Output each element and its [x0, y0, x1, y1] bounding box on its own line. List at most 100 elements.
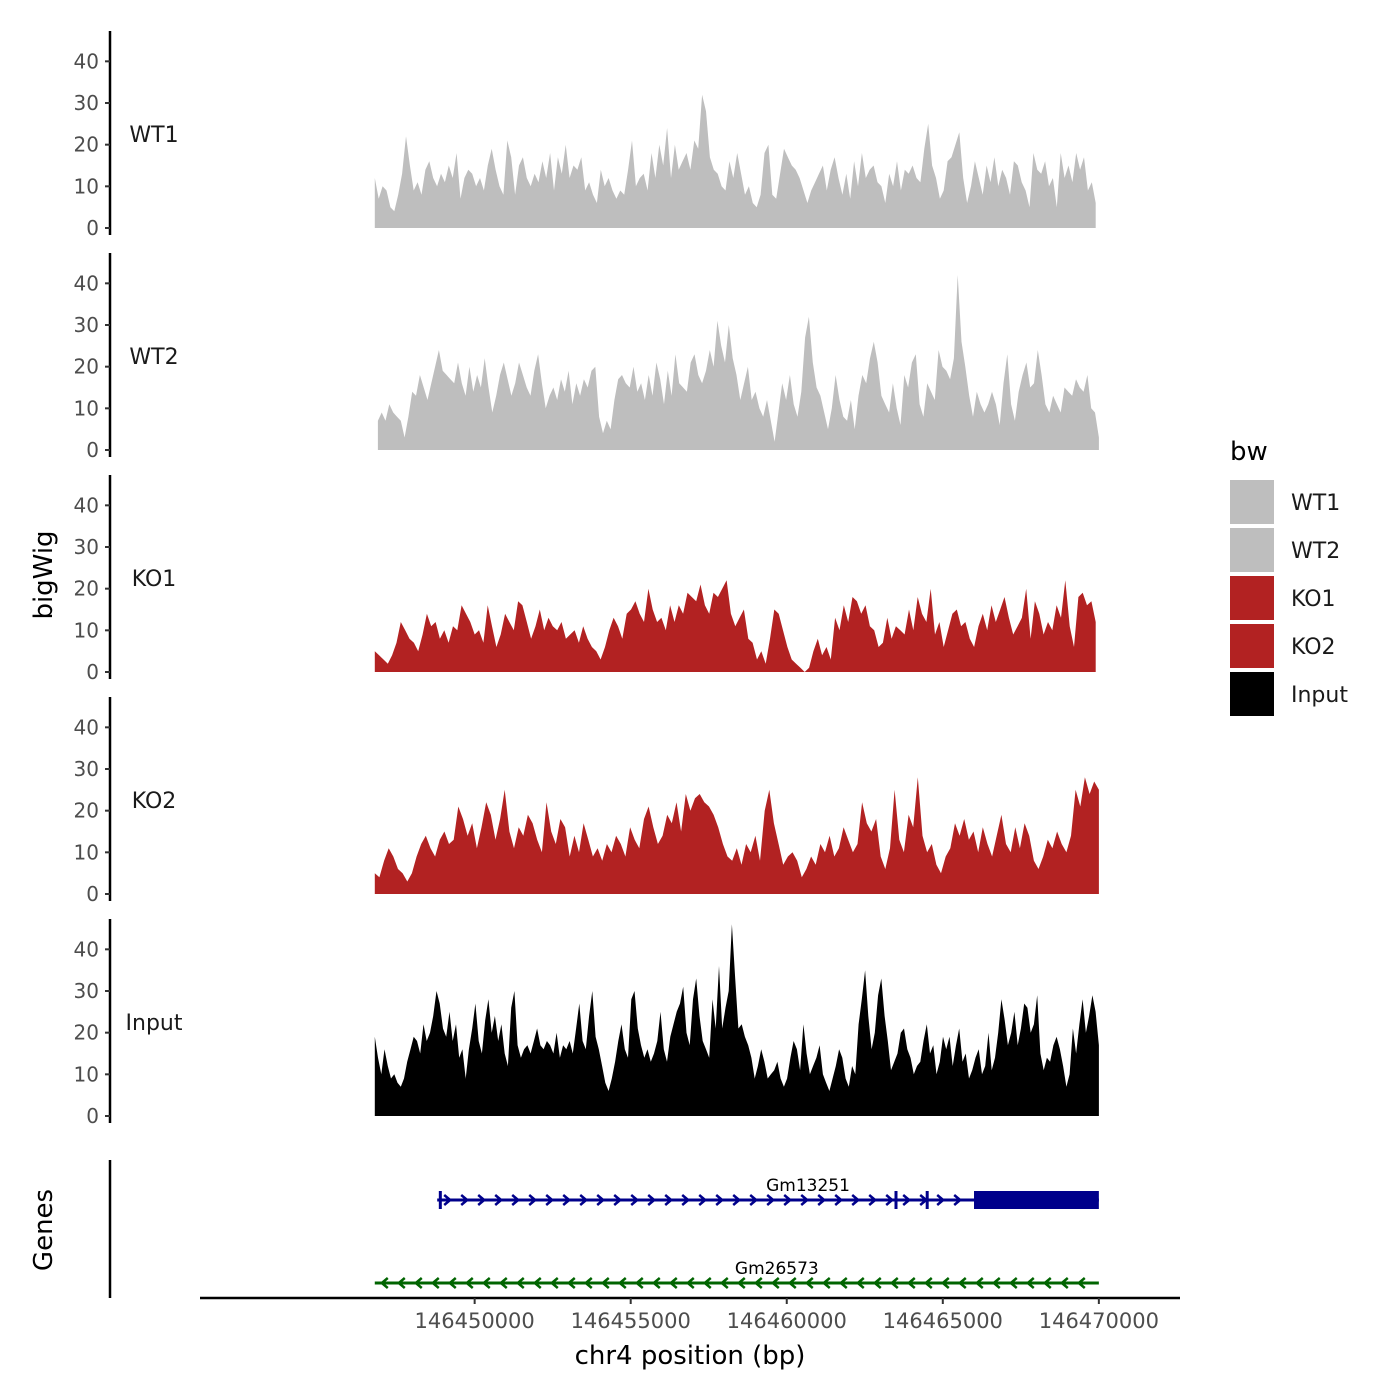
area-wt2	[377, 275, 1099, 450]
legend-label: Input	[1291, 683, 1348, 708]
y-tick-label: 20	[74, 1021, 99, 1045]
strand-chevron	[787, 1277, 797, 1289]
legend-item-wt1: WT1	[1230, 480, 1340, 524]
y-tick-label: 40	[74, 715, 99, 739]
y-tick-label: 10	[74, 840, 99, 864]
strand-chevron	[719, 1277, 729, 1289]
x-tick-label: 146465000	[883, 1309, 1003, 1333]
strand-chevron	[443, 1194, 453, 1206]
y-tick-label: 20	[74, 133, 99, 157]
y-tick-label: 10	[74, 396, 99, 420]
strand-chevron	[1059, 1277, 1069, 1289]
area-input	[374, 924, 1099, 1116]
y-tick-label: 20	[74, 355, 99, 379]
legend-label: KO1	[1291, 587, 1336, 612]
strand-chevron	[1076, 1277, 1086, 1289]
strand-chevron	[634, 1277, 644, 1289]
strand-chevron	[855, 1277, 865, 1289]
track-label: KO2	[132, 789, 177, 814]
x-axis-title: chr4 position (bp)	[575, 1341, 806, 1371]
y-tick-label: 10	[74, 1062, 99, 1086]
legend-swatch	[1230, 480, 1274, 524]
legend-label: WT2	[1291, 539, 1340, 564]
strand-chevron	[1025, 1277, 1035, 1289]
strand-chevron	[732, 1194, 742, 1206]
x-tick-label: 146450000	[415, 1309, 535, 1333]
legend-label: KO2	[1291, 635, 1336, 660]
strand-chevron	[494, 1194, 504, 1206]
y-tick-label: 20	[74, 799, 99, 823]
track-ko1: 0 10 20 30 40 KO1	[74, 475, 1096, 684]
strand-chevron	[668, 1277, 678, 1289]
strand-chevron	[698, 1194, 708, 1206]
strand-chevron	[957, 1277, 967, 1289]
y-tick-label: 30	[74, 313, 99, 337]
gene-gm13251: Gm13251	[437, 1176, 1099, 1209]
y-tick-label: 40	[74, 271, 99, 295]
strand-chevron	[715, 1194, 725, 1206]
legend-label: WT1	[1291, 491, 1340, 516]
strand-chevron	[940, 1277, 950, 1289]
strand-chevron	[579, 1194, 589, 1206]
strand-chevron	[902, 1194, 912, 1206]
strand-chevron	[868, 1194, 878, 1206]
track-label: KO1	[132, 567, 177, 592]
x-tick-label: 146460000	[727, 1309, 847, 1333]
y-tick-label: 30	[74, 91, 99, 115]
track-label: WT1	[129, 123, 178, 148]
strand-chevron	[566, 1277, 576, 1289]
strand-chevron	[583, 1277, 593, 1289]
strand-chevron	[498, 1277, 508, 1289]
strand-chevron	[923, 1277, 933, 1289]
x-axis: 146450000 146455000 146460000 146465000 1464…	[200, 1296, 1180, 1333]
legend-title: bw	[1230, 437, 1268, 467]
area-wt1	[374, 94, 1096, 228]
strand-chevron	[651, 1277, 661, 1289]
y-tick-label: 0	[86, 216, 99, 240]
strand-chevron	[885, 1194, 895, 1206]
legend-swatch	[1230, 528, 1274, 572]
strand-chevron	[936, 1194, 946, 1206]
y-tick-label: 0	[86, 882, 99, 906]
legend-swatch	[1230, 672, 1274, 716]
strand-chevron	[528, 1194, 538, 1206]
y-tick-label: 0	[86, 1104, 99, 1128]
strand-chevron	[681, 1194, 691, 1206]
strand-chevron	[545, 1194, 555, 1206]
strand-chevron	[664, 1194, 674, 1206]
y-tick-label: 40	[74, 49, 99, 73]
y-tick-label: 0	[86, 660, 99, 684]
gene-label: Gm26573	[735, 1259, 819, 1279]
y-tick-label: 10	[74, 174, 99, 198]
track-wt1: 0 10 20 30 40 WT1	[74, 31, 1096, 240]
y-tick-label: 20	[74, 577, 99, 601]
strand-chevron	[413, 1277, 423, 1289]
legend-item-input: Input	[1230, 672, 1348, 716]
strand-chevron	[532, 1277, 542, 1289]
legend-item-ko1: KO1	[1230, 576, 1336, 620]
track-input: 0 10 20 30 40 Input	[74, 919, 1099, 1128]
strand-chevron	[460, 1194, 470, 1206]
x-tick-label: 146470000	[1039, 1309, 1159, 1333]
strand-chevron	[817, 1194, 827, 1206]
y-tick-label: 30	[74, 757, 99, 781]
genes-track-label: Genes	[29, 1189, 59, 1271]
strand-chevron	[379, 1277, 389, 1289]
area-ko2	[374, 777, 1099, 894]
y-tick-label: 10	[74, 618, 99, 642]
legend-swatch	[1230, 576, 1274, 620]
strand-chevron	[511, 1194, 521, 1206]
strand-chevron	[562, 1194, 572, 1206]
strand-chevron	[549, 1277, 559, 1289]
legend-item-ko2: KO2	[1230, 624, 1336, 668]
strand-chevron	[596, 1194, 606, 1206]
strand-chevron	[872, 1277, 882, 1289]
strand-chevron	[753, 1277, 763, 1289]
strand-chevron	[991, 1277, 1001, 1289]
strand-chevron	[766, 1194, 776, 1206]
strand-chevron	[851, 1194, 861, 1206]
track-label: WT2	[129, 345, 178, 370]
genes-track: Gm13251 Gm26573	[108, 1160, 1099, 1298]
strand-chevron	[783, 1194, 793, 1206]
